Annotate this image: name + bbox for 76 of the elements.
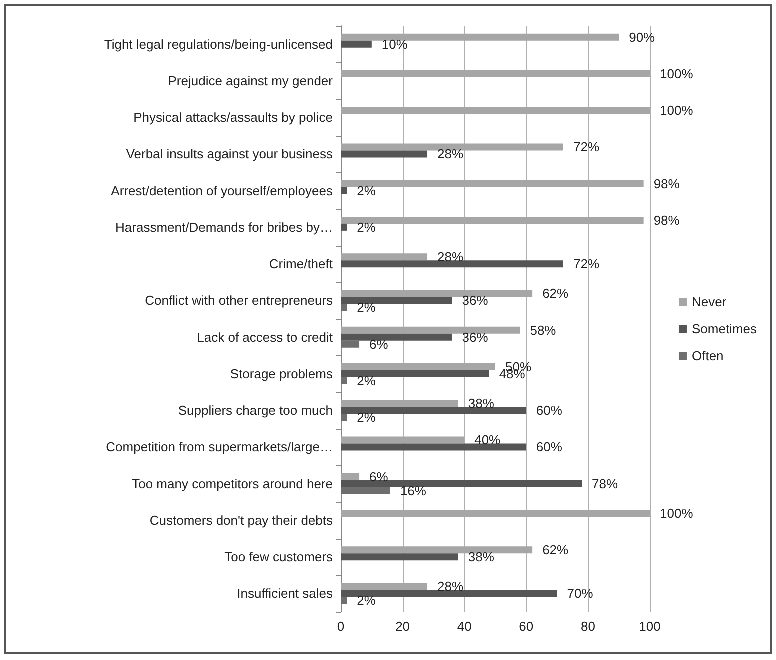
x-tick-label: 40 <box>457 619 472 634</box>
data-label: 28% <box>438 579 464 594</box>
data-label: 2% <box>357 300 376 316</box>
data-label: 28% <box>438 146 464 162</box>
data-label: 40% <box>474 432 502 448</box>
data-label: 98% <box>654 212 680 228</box>
data-label: 2% <box>357 183 376 198</box>
bar <box>341 407 526 414</box>
y-tick-label: Physical attacks/assaults by police <box>134 110 333 126</box>
data-label: 60% <box>536 403 563 418</box>
y-tick-label: Storage problems <box>230 366 334 382</box>
y-tick-label: Verbal insults against your business <box>126 146 334 162</box>
x-tick-label: 60 <box>519 619 534 634</box>
y-tick-label: Arrest/detention of yourself/employees <box>111 183 334 198</box>
data-label: 2% <box>357 373 376 388</box>
data-label: 36% <box>462 293 489 308</box>
y-tick-label: Customers don't pay their debts <box>150 512 334 528</box>
data-label: 2% <box>357 220 376 235</box>
y-tick-label: Too few customers <box>224 550 334 565</box>
y-tick-label: Tight legal regulations/being-unlicensed <box>104 36 333 52</box>
bar <box>341 473 360 480</box>
bar <box>341 554 458 561</box>
bar <box>341 597 348 604</box>
data-label: 6% <box>370 336 389 352</box>
bar <box>341 590 558 598</box>
y-tick-label: Lack of access to credit <box>197 330 334 345</box>
bar <box>341 334 452 341</box>
legend-label: Never <box>692 294 728 310</box>
x-tick-label: 80 <box>580 619 596 634</box>
data-label: 100% <box>660 506 694 521</box>
x-tick-label: 20 <box>396 619 410 634</box>
bar <box>341 260 564 268</box>
y-tick-label: Too many competitors around here <box>132 476 333 492</box>
data-label: 62% <box>542 542 570 558</box>
legend-label: Often <box>692 348 724 364</box>
data-label: 72% <box>573 256 600 272</box>
y-tick-label: Conflict with other entrepreneurs <box>145 293 334 308</box>
bar <box>341 304 348 312</box>
bar <box>341 414 348 422</box>
data-label: 2% <box>357 410 376 426</box>
bar <box>341 150 428 158</box>
bar <box>341 187 348 194</box>
bar <box>341 370 490 378</box>
bar <box>341 487 390 494</box>
data-label: 58% <box>530 322 557 338</box>
bar <box>341 224 348 231</box>
data-label: 6% <box>370 469 389 484</box>
data-label: 16% <box>400 483 427 498</box>
y-tick-label: Harassment/Demands for bribes by… <box>116 220 333 235</box>
data-label: 100% <box>660 103 694 118</box>
bar <box>341 297 452 304</box>
bar <box>341 480 582 488</box>
data-label: 36% <box>462 330 489 345</box>
x-tick-label: 100 <box>639 619 661 634</box>
data-label: 62% <box>542 286 570 302</box>
bar <box>341 340 360 348</box>
legend-label: Sometimes <box>692 322 758 336</box>
data-label: 60% <box>536 440 563 455</box>
data-label: 70% <box>567 586 594 602</box>
y-tick-label: Suppliers charge too much <box>178 403 333 418</box>
x-tick-label: 0 <box>337 619 345 634</box>
bar <box>341 40 372 48</box>
y-tick-label: Crime/theft <box>269 256 334 272</box>
bar <box>341 444 526 451</box>
data-label: 78% <box>592 476 618 492</box>
bar <box>341 377 348 384</box>
data-label: 90% <box>629 30 656 45</box>
y-tick-label: Competition from supermarkets/large… <box>106 440 333 455</box>
data-label: 100% <box>660 66 694 82</box>
y-tick-label: Prejudice against my gender <box>168 73 334 88</box>
data-label: 2% <box>357 593 376 608</box>
data-label: 38% <box>468 550 495 565</box>
y-tick-label: Insufficient sales <box>237 586 334 602</box>
data-label: 98% <box>654 176 680 192</box>
data-label: 72% <box>573 140 600 155</box>
data-label: 10% <box>382 36 408 52</box>
